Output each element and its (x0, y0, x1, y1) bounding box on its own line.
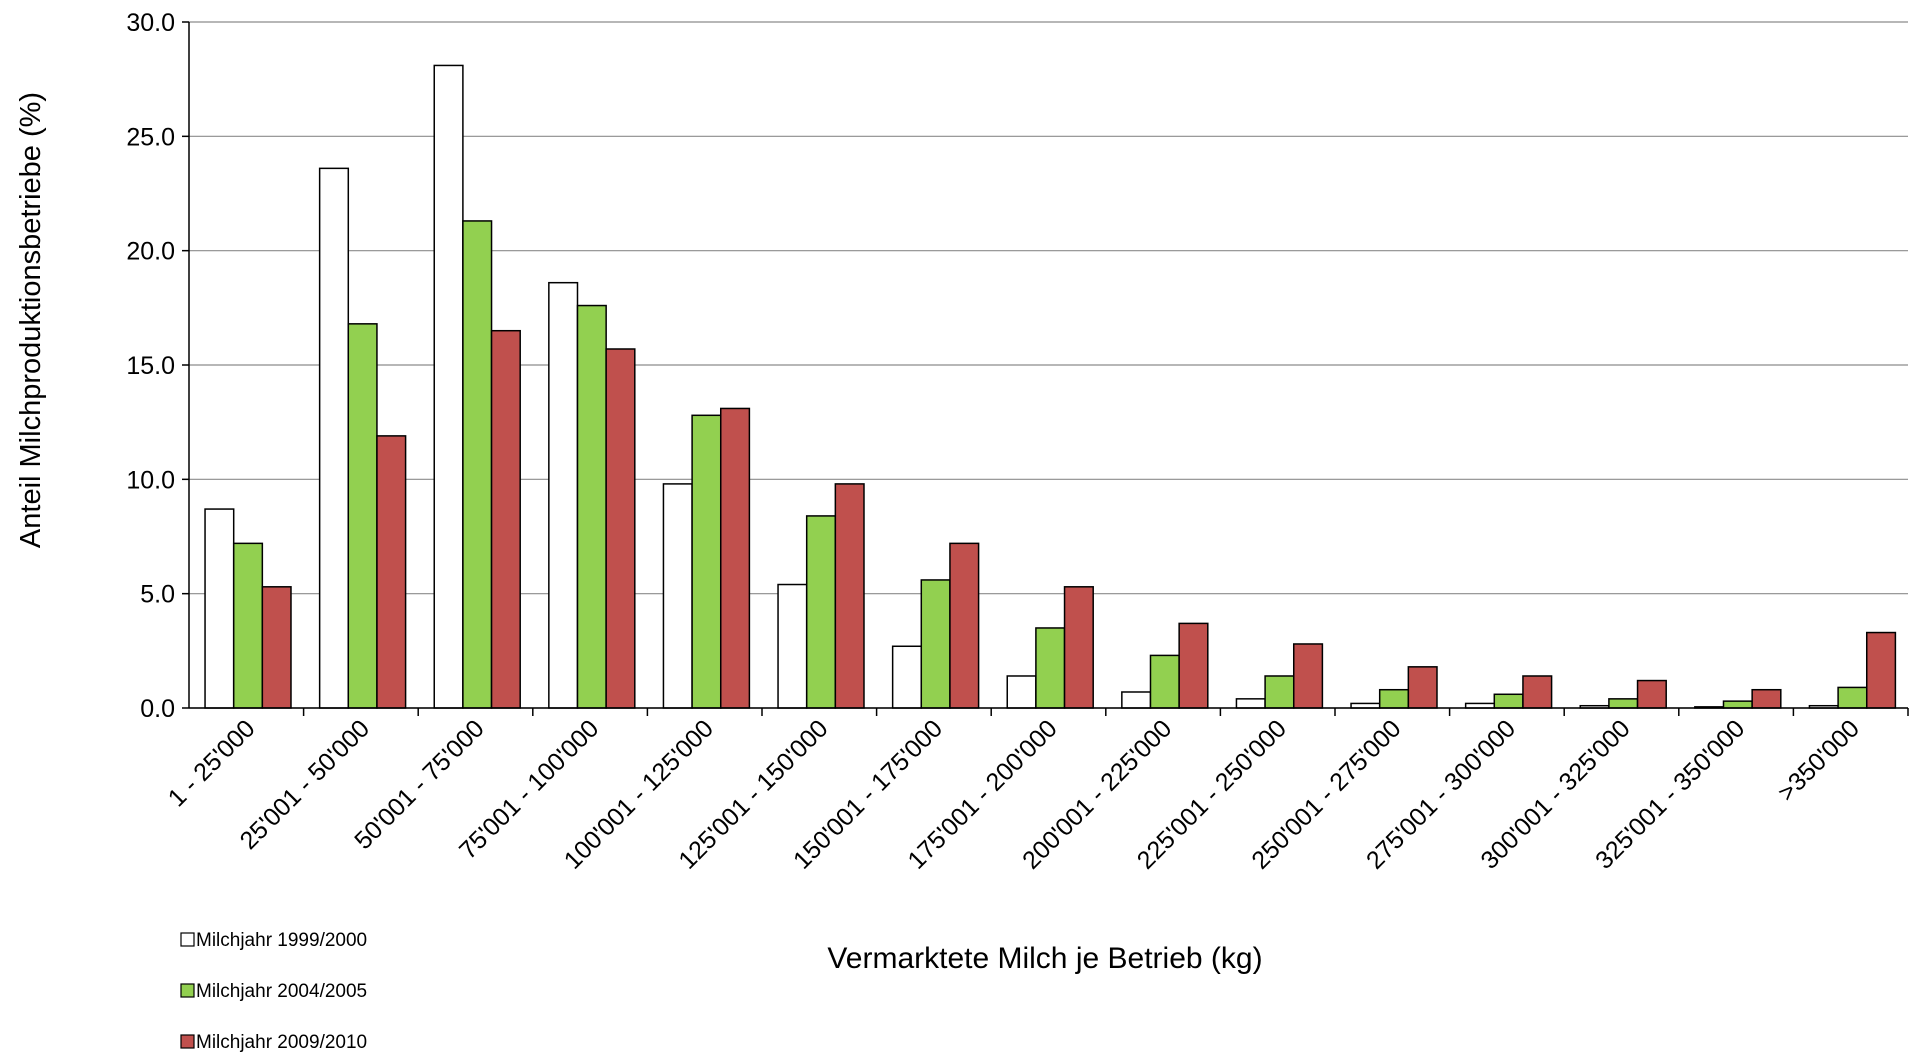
bar (462, 220, 493, 709)
bar (204, 508, 235, 709)
bar (805, 515, 837, 709)
bar (347, 323, 378, 709)
bar (1063, 586, 1094, 709)
x-axis-title: Vermarktete Milch je Betrieb (kg) (827, 942, 1262, 975)
legend-swatch (180, 983, 195, 998)
legend-label: Milchjahr 2009/2010 (196, 1032, 367, 1053)
bar (576, 304, 607, 709)
bar (1178, 622, 1209, 709)
legend-swatch (180, 1034, 195, 1049)
bar (1522, 675, 1553, 709)
bar (777, 583, 808, 709)
bar (1235, 698, 1266, 709)
x-tick-label: >350'000 (1772, 714, 1864, 806)
bar (891, 645, 923, 709)
x-tick-label: 1 - 25'000 (163, 714, 261, 812)
bar (1292, 643, 1324, 709)
bar (1865, 631, 1897, 709)
bar (548, 281, 579, 709)
y-tick-label: 20.0 (126, 238, 175, 266)
y-axis-title: Anteil Milchproduktionsbetriebe (%) (15, 92, 47, 548)
bar (1378, 688, 1410, 709)
bar (1149, 654, 1180, 709)
bar (1035, 627, 1066, 709)
bar (834, 483, 865, 709)
bar (691, 414, 722, 709)
y-tick-label: 25.0 (126, 123, 175, 151)
y-tick-label: 0.0 (140, 695, 175, 723)
y-tick-label: 10.0 (126, 466, 175, 494)
bar (232, 542, 264, 709)
bar (1264, 675, 1295, 709)
bar (1608, 698, 1639, 709)
bar (1493, 693, 1524, 709)
bar (949, 542, 980, 709)
bar (1837, 686, 1868, 709)
bar (1751, 688, 1782, 709)
legend-label: Milchjahr 2004/2005 (196, 981, 367, 1002)
y-tick-label: 30.0 (126, 9, 175, 37)
legend-label: Milchjahr 1999/2000 (196, 930, 367, 951)
y-tick-label: 15.0 (126, 352, 175, 380)
bar (1722, 700, 1753, 709)
bar (662, 483, 693, 709)
bar (605, 348, 636, 709)
bar (1006, 675, 1037, 709)
bar (1121, 691, 1152, 709)
bar (376, 435, 407, 709)
bar (1407, 666, 1438, 709)
legend-swatch (180, 932, 195, 947)
bar (490, 329, 521, 709)
bar (261, 586, 292, 709)
bar (1636, 679, 1667, 709)
y-tick-label: 5.0 (140, 581, 175, 609)
bar (920, 579, 951, 709)
bar (719, 407, 751, 709)
bar (433, 64, 464, 709)
bar (318, 167, 350, 709)
